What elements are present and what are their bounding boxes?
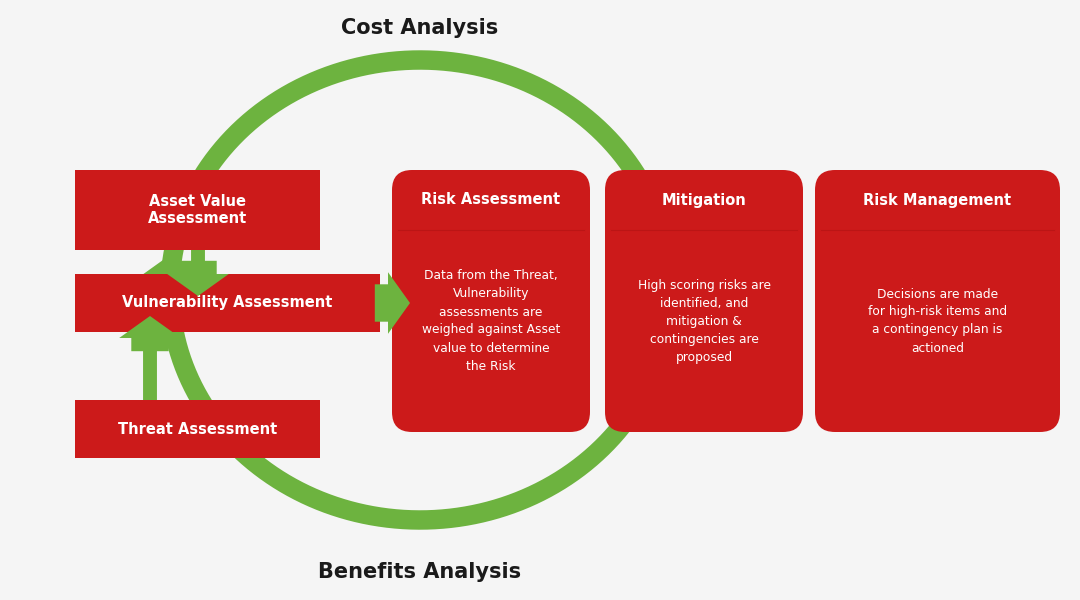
FancyBboxPatch shape [75, 274, 380, 332]
Polygon shape [119, 316, 180, 351]
FancyBboxPatch shape [815, 170, 1059, 432]
Polygon shape [129, 255, 212, 303]
Polygon shape [627, 277, 712, 325]
Text: Vulnerability Assessment: Vulnerability Assessment [122, 295, 333, 311]
Text: Mitigation: Mitigation [662, 193, 746, 208]
FancyBboxPatch shape [605, 170, 804, 432]
Text: Risk Management: Risk Management [863, 193, 1012, 208]
FancyBboxPatch shape [392, 170, 590, 432]
Text: Asset Value
Assessment: Asset Value Assessment [148, 194, 247, 226]
FancyBboxPatch shape [75, 400, 320, 458]
Text: Cost Analysis: Cost Analysis [341, 18, 499, 38]
Polygon shape [129, 277, 212, 325]
Polygon shape [375, 272, 410, 334]
Text: Data from the Threat,
Vulnerability
assessments are
weighed against Asset
value : Data from the Threat, Vulnerability asse… [422, 269, 561, 373]
Text: Risk Assessment: Risk Assessment [421, 193, 561, 208]
Polygon shape [167, 261, 229, 296]
Text: High scoring risks are
identified, and
mitigation &
contingencies are
proposed: High scoring risks are identified, and m… [637, 278, 770, 364]
FancyBboxPatch shape [75, 170, 320, 250]
Text: Decisions are made
for high-risk items and
a contingency plan is
actioned: Decisions are made for high-risk items a… [868, 287, 1007, 355]
Text: Threat Assessment: Threat Assessment [118, 421, 278, 437]
Text: Benefits Analysis: Benefits Analysis [319, 562, 522, 582]
